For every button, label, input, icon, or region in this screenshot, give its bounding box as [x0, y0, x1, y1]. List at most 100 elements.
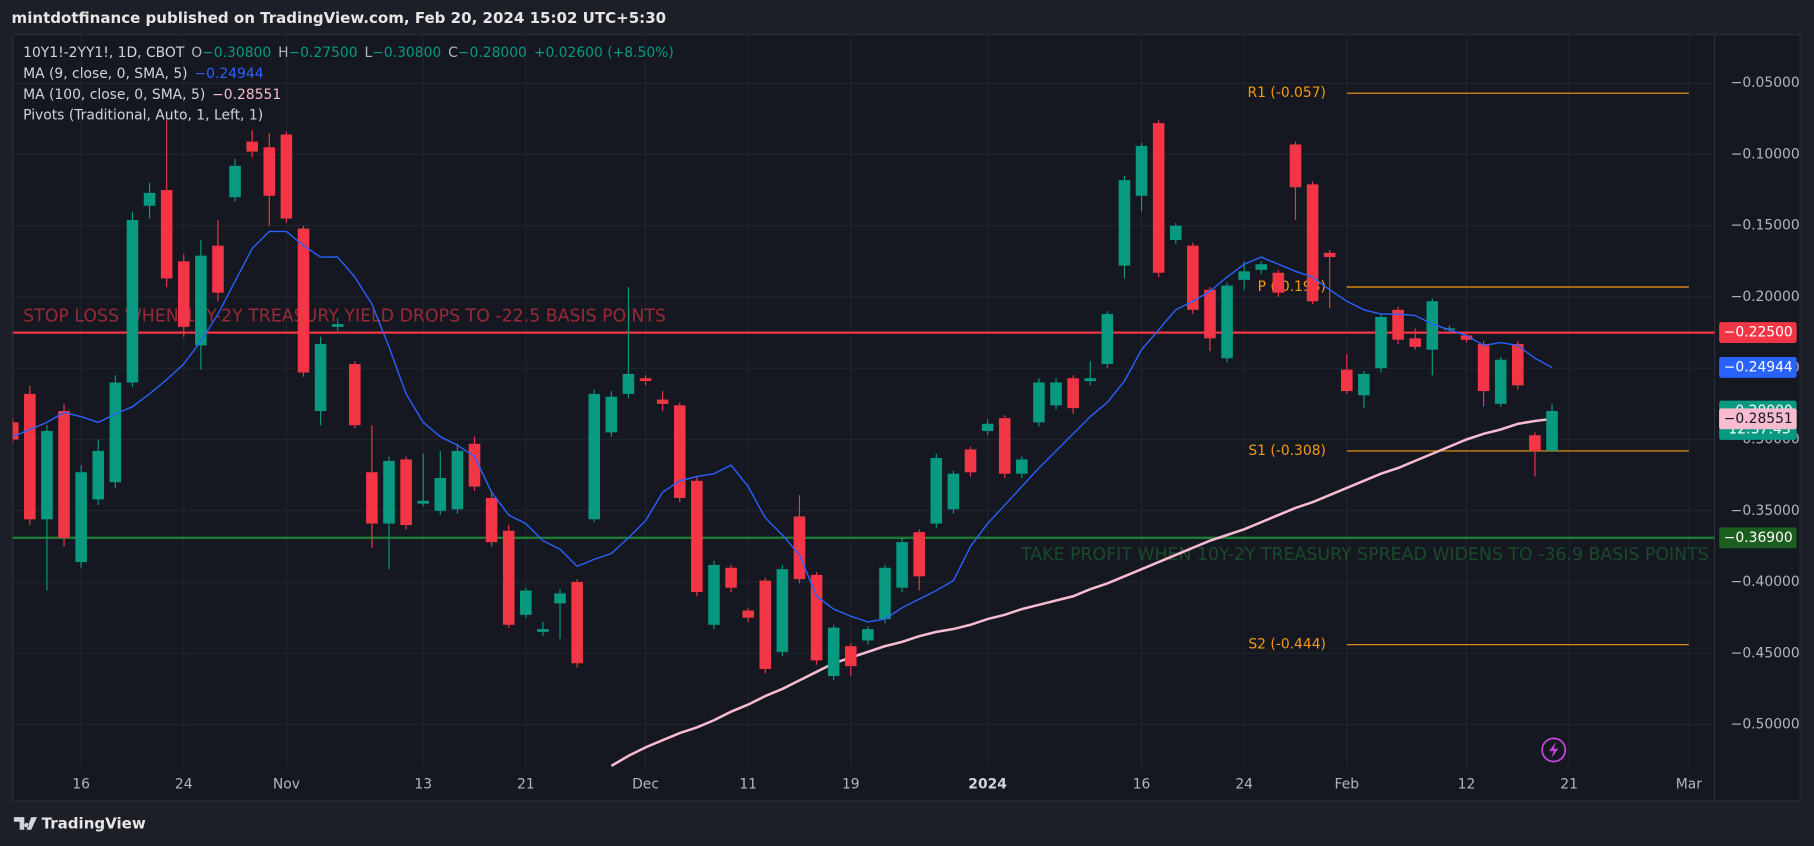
- candle-body: [366, 472, 378, 524]
- candle-body: [1409, 338, 1421, 347]
- y-tick-label: −0.20000: [1731, 289, 1800, 305]
- candle-body: [1494, 359, 1507, 404]
- y-tick-label: −0.50000: [1731, 717, 1800, 733]
- candle-body: [246, 141, 258, 152]
- candle-body: [879, 567, 891, 620]
- x-tick-label: 13: [414, 777, 432, 793]
- legend-indicator: MA (9, close, 0, SMA, 5) −0.24944: [23, 66, 264, 82]
- candle-body: [349, 363, 361, 426]
- candle-body: [947, 473, 960, 510]
- x-tick-label: 2024: [968, 777, 1007, 793]
- level-tag: −0.36900: [1724, 530, 1793, 546]
- chart-pane: [12, 34, 1801, 802]
- candle-body: [1477, 344, 1490, 392]
- level-tag-bg: [1719, 527, 1797, 549]
- candle-body: [1221, 285, 1233, 359]
- candle-body: [12, 422, 19, 440]
- candle-body: [537, 629, 549, 632]
- indicator-value: −0.28551: [212, 87, 281, 103]
- x-tick-label: 16: [72, 777, 90, 793]
- candle-body: [41, 430, 53, 520]
- x-tick-label: Feb: [1334, 777, 1359, 793]
- x-tick-label: Nov: [273, 777, 300, 793]
- candle-body: [383, 460, 395, 524]
- candle-body: [1033, 382, 1045, 423]
- candle-body: [520, 590, 532, 615]
- candle-body: [827, 627, 840, 677]
- y-tick-label: −0.35000: [1731, 503, 1800, 519]
- y-tick-label: −0.40000: [1731, 574, 1800, 590]
- candle-body: [297, 228, 310, 373]
- change-value: +0.02600 (+8.50%): [534, 45, 674, 61]
- candle-body: [1016, 459, 1028, 474]
- candle-body: [913, 532, 925, 577]
- indicator-tag: −0.24944: [1724, 359, 1793, 375]
- candle-body: [314, 344, 327, 411]
- candle-body: [485, 497, 498, 543]
- candle-body: [1255, 264, 1268, 270]
- ohlc-key: C: [448, 45, 458, 61]
- candle-body: [195, 255, 207, 346]
- indicator-tag: −0.28551: [1724, 411, 1793, 427]
- pivot-label: S2 (-0.444): [1248, 637, 1326, 653]
- pivot-label: R1 (-0.057): [1248, 85, 1326, 101]
- moving-average: [610, 417, 1553, 767]
- candle-body: [1135, 145, 1148, 196]
- candle-body: [673, 405, 686, 498]
- level-text: TAKE PROFIT WHEN 10Y-2Y TREASURY SPREAD …: [1020, 545, 1709, 565]
- moving-average: [12, 230, 1553, 623]
- x-tick-label: Dec: [632, 777, 659, 793]
- candle-body: [1323, 252, 1336, 258]
- candle-body: [981, 423, 994, 431]
- candle-body: [1546, 410, 1558, 451]
- candle-body: [229, 165, 241, 198]
- candle-body: [1152, 123, 1165, 273]
- ohlc-value: −0.28000: [458, 45, 527, 61]
- candle-body: [1306, 184, 1319, 302]
- x-tick-label: 24: [1235, 777, 1253, 793]
- candle-body: [1118, 180, 1131, 266]
- candle-body: [160, 190, 173, 279]
- brand: TradingView: [42, 815, 146, 833]
- candle-body: [1529, 435, 1541, 451]
- candle-body: [1341, 369, 1353, 392]
- candle-body: [1101, 314, 1114, 364]
- candle-body: [75, 472, 87, 563]
- candle-body: [691, 480, 703, 592]
- ohlc-value: −0.27500: [289, 45, 358, 61]
- indicator-tag-bg: [1719, 408, 1797, 430]
- candle-body: [964, 449, 977, 473]
- x-tick-label: 11: [739, 777, 757, 793]
- candle-body: [554, 593, 566, 604]
- candle-body: [845, 646, 857, 667]
- candle-body: [1084, 378, 1097, 382]
- ohlc-value: −0.30800: [372, 45, 441, 61]
- level-text: STOP LOSS WHEN 10Y-2Y TREASURY YIELD DRO…: [23, 306, 666, 326]
- candle-body: [24, 393, 36, 520]
- symbol: 10Y1!-2YY1!, 1D, CBOT: [23, 45, 185, 61]
- x-tick-label: 19: [842, 777, 860, 793]
- x-tick-label: 12: [1458, 777, 1476, 793]
- indicator-name: MA (9, close, 0, SMA, 5): [23, 66, 187, 82]
- x-tick-label: 24: [175, 777, 193, 793]
- candle-body: [1204, 289, 1216, 339]
- candle-body: [58, 410, 70, 538]
- candle-body: [434, 477, 447, 511]
- candle-body: [263, 147, 276, 196]
- candle-body: [930, 458, 943, 524]
- candle-body: [1289, 144, 1302, 188]
- tradingview-logo: [13, 817, 38, 830]
- x-tick-label: 21: [517, 777, 535, 793]
- candle-body: [1067, 378, 1079, 409]
- legend-indicator: MA (100, close, 0, SMA, 5) −0.28551: [23, 87, 281, 103]
- indicator-name: MA (100, close, 0, SMA, 5): [23, 87, 205, 103]
- ohlc-key: H: [278, 45, 288, 61]
- y-tick-label: −0.45000: [1731, 645, 1800, 661]
- candle-body: [451, 450, 464, 510]
- candle-body: [177, 261, 190, 327]
- indicator-value: −0.24944: [195, 66, 264, 82]
- ohlc-value: −0.30800: [202, 45, 271, 61]
- candle-body: [622, 373, 635, 394]
- pivot-label: S1 (-0.308): [1248, 443, 1326, 459]
